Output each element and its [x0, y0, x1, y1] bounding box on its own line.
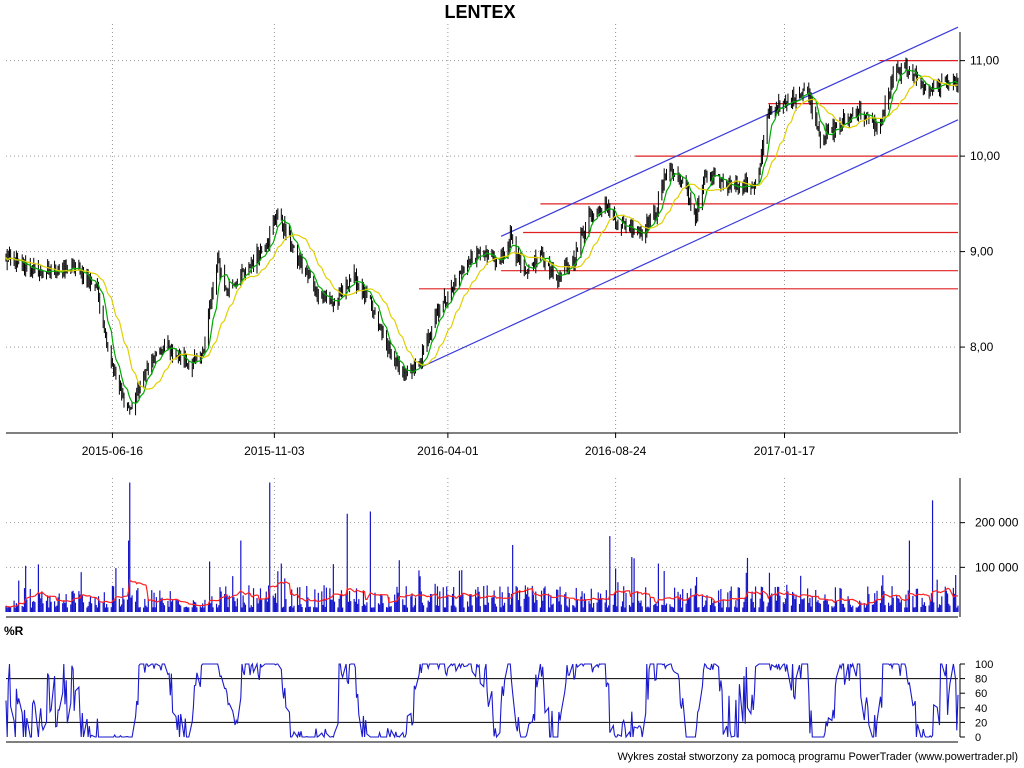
wr-y-tick-label: 80	[975, 674, 987, 686]
price-y-tick-label: 8,00	[970, 340, 994, 354]
wr-panel	[5, 661, 959, 739]
wr-y-tick-label: 40	[975, 703, 987, 715]
price-panel	[5, 26, 959, 416]
volume-y-tick-label: 100 000	[975, 560, 1019, 574]
wr-y-tick-label: 0	[975, 732, 981, 744]
wr-y-tick-label: 20	[975, 717, 987, 729]
wr-line	[5, 661, 959, 739]
wr-y-tick-label: 60	[975, 688, 987, 700]
footer-credit: Wykres został stworzony za pomocą progra…	[617, 751, 1018, 763]
chart-title: LENTEX	[444, 2, 516, 22]
trend-channel-line	[500, 26, 959, 237]
x-tick-label: 2016-08-24	[585, 444, 647, 458]
trend-channel-line	[418, 119, 959, 369]
volume-y-tick-label: 200 000	[975, 516, 1019, 530]
grid-lines	[6, 24, 958, 612]
x-tick-label: 2015-11-03	[244, 444, 305, 458]
moving-average-slow-line	[5, 75, 959, 390]
volume-panel	[5, 482, 959, 612]
price-y-tick-label: 11,00	[970, 54, 999, 68]
wr-panel-title: %R	[4, 624, 24, 638]
volume-average-line	[5, 578, 959, 608]
x-tick-label: 2016-04-01	[417, 444, 479, 458]
x-tick-label: 2017-01-17	[754, 444, 816, 458]
axes: 2015-06-16 2015-11-03 2016-04-01 2016-08-24…	[6, 32, 1019, 744]
x-tick-label: 2015-06-16	[82, 444, 144, 458]
wr-y-tick-label: 100	[975, 659, 993, 671]
price-y-tick-label: 10,00	[970, 149, 1000, 163]
moving-average-fast-line	[5, 69, 959, 404]
price-y-tick-label: 9,00	[970, 245, 994, 259]
